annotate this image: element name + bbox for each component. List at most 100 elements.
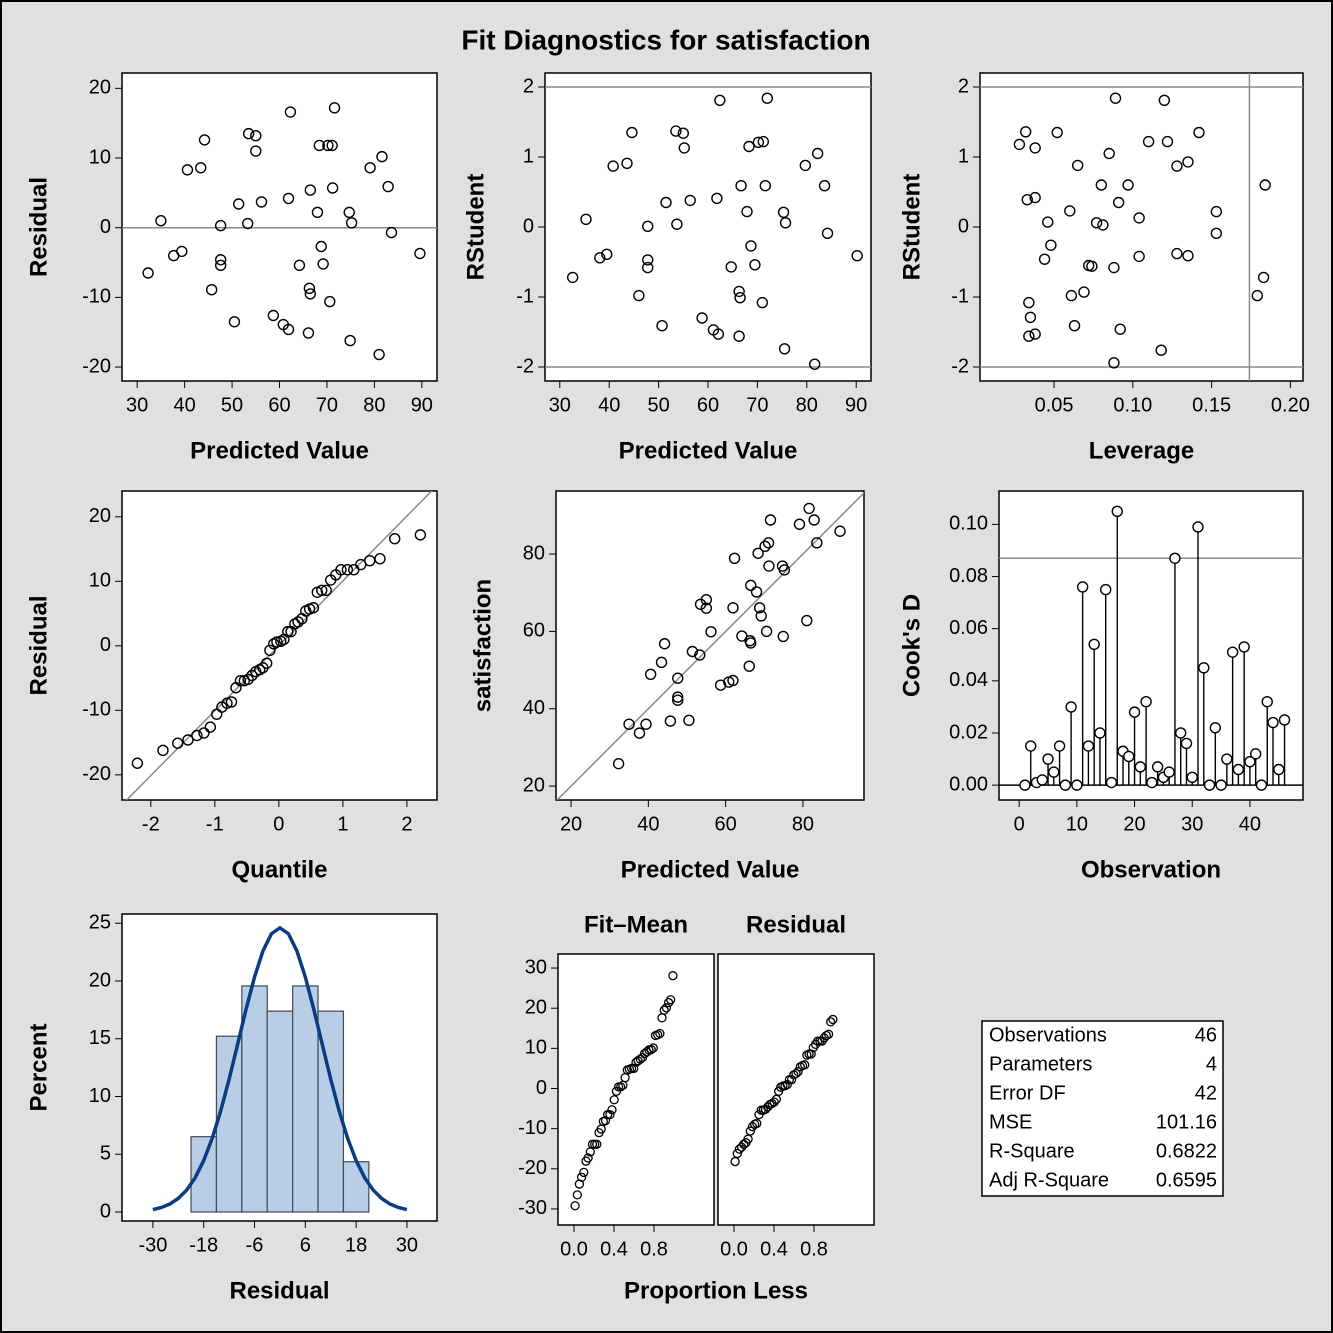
point xyxy=(282,625,294,638)
point xyxy=(1086,260,1098,272)
point xyxy=(656,320,668,332)
point xyxy=(779,217,792,229)
point xyxy=(233,198,245,210)
point xyxy=(324,295,336,308)
point xyxy=(592,1139,602,1149)
x-tick-label: 0.15 xyxy=(1192,394,1231,416)
point xyxy=(282,192,295,205)
point xyxy=(214,254,227,266)
point xyxy=(228,316,241,328)
point xyxy=(1100,583,1112,596)
point xyxy=(1273,763,1285,776)
point xyxy=(1090,217,1103,229)
point xyxy=(806,1049,816,1059)
stat-name: Error DF xyxy=(989,1082,1066,1104)
x-tick-label: 50 xyxy=(221,394,243,416)
plot-frame xyxy=(555,490,865,801)
point xyxy=(1112,196,1125,209)
point xyxy=(700,593,713,606)
point xyxy=(205,284,218,296)
point xyxy=(326,139,338,152)
fit-statistics-table: Observations 46 Parameters 4 Error DF 42 MSE 10… xyxy=(981,1020,1224,1197)
point xyxy=(759,179,771,192)
point xyxy=(303,282,316,295)
stat-value: 101.16 xyxy=(1156,1111,1217,1133)
point xyxy=(1198,662,1210,674)
stat-name: Parameters xyxy=(989,1053,1092,1075)
point xyxy=(623,718,635,730)
y-tick-label: 15 xyxy=(89,1027,111,1049)
point xyxy=(1036,774,1048,786)
bar xyxy=(241,985,268,1213)
point xyxy=(246,669,258,682)
point xyxy=(743,140,755,153)
point xyxy=(221,697,233,709)
y-tick-label: -10 xyxy=(82,286,111,308)
point xyxy=(648,1043,658,1053)
point xyxy=(1078,286,1090,298)
point xyxy=(198,727,210,739)
point xyxy=(322,139,334,152)
point xyxy=(694,649,706,661)
point xyxy=(727,674,739,687)
point xyxy=(823,1029,834,1039)
stat-name: MSE xyxy=(989,1111,1032,1133)
point xyxy=(808,514,820,526)
point xyxy=(242,127,255,140)
point xyxy=(734,292,746,304)
point xyxy=(1024,311,1037,323)
point xyxy=(1163,766,1175,778)
point xyxy=(760,625,773,638)
density-curve xyxy=(152,925,408,1212)
x-axis-label: Leverage xyxy=(1089,437,1194,464)
x-tick-label: 30 xyxy=(126,394,148,416)
x-tick-label: 20 xyxy=(560,813,582,835)
y-tick-label: -10 xyxy=(82,699,111,721)
point xyxy=(1019,126,1032,138)
point xyxy=(642,1047,652,1057)
point xyxy=(655,656,668,669)
point xyxy=(1192,521,1204,533)
point xyxy=(1251,289,1264,302)
stat-name: R-Square xyxy=(989,1140,1075,1162)
plot-frame xyxy=(998,490,1304,801)
point xyxy=(1111,505,1123,518)
y-tick-label: 60 xyxy=(523,620,545,642)
y-tick-label: -1 xyxy=(951,285,969,307)
x-tick-label: -1 xyxy=(206,813,224,835)
stat-name: Adj R-Square xyxy=(989,1169,1109,1191)
panel-title: Fit–Mean xyxy=(584,911,688,938)
x-tick-label: 80 xyxy=(796,394,818,416)
x-tick-label: 6 xyxy=(300,1234,311,1256)
panel-title: Residual xyxy=(746,911,846,938)
point xyxy=(811,147,824,160)
point xyxy=(607,160,619,172)
point xyxy=(1095,179,1108,191)
plot-area xyxy=(556,492,864,800)
y-tick-label: 0.10 xyxy=(949,513,988,535)
point xyxy=(576,1172,587,1182)
bar xyxy=(215,1035,243,1213)
point xyxy=(1064,205,1076,217)
point xyxy=(612,757,625,770)
point xyxy=(640,718,652,730)
point xyxy=(326,182,339,194)
point xyxy=(225,696,238,708)
point xyxy=(728,552,741,564)
point xyxy=(1109,92,1122,104)
point xyxy=(725,261,737,273)
point xyxy=(745,1126,755,1136)
x-tick-label: 40 xyxy=(598,394,620,416)
point xyxy=(1013,138,1026,151)
point xyxy=(131,757,144,769)
point xyxy=(1278,714,1291,726)
point xyxy=(793,1066,803,1077)
x-tick-label: 40 xyxy=(173,394,195,416)
point xyxy=(271,636,283,648)
point xyxy=(570,1201,580,1211)
point xyxy=(714,94,726,107)
point xyxy=(343,206,355,219)
x-axis-label: Proportion Less xyxy=(624,1277,808,1304)
point xyxy=(1161,135,1174,148)
point xyxy=(756,296,769,309)
